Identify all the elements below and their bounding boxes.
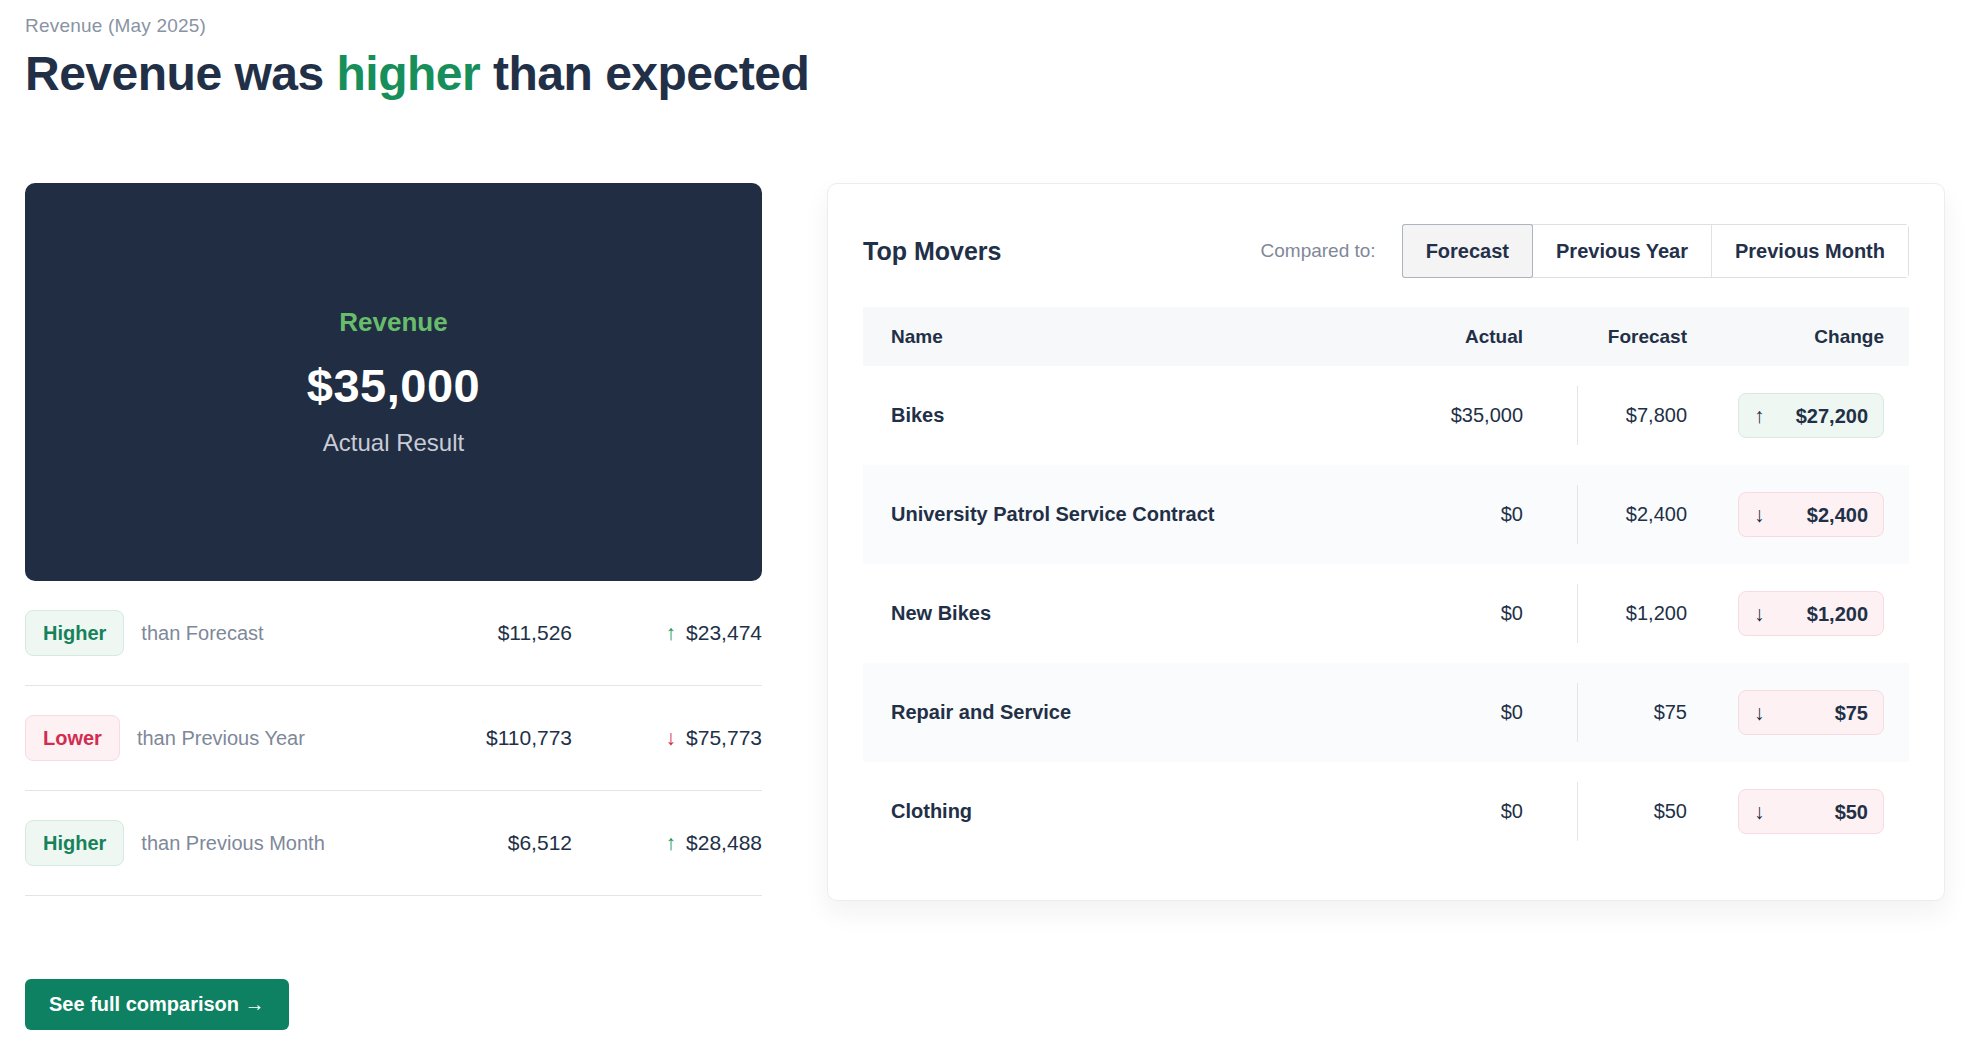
- table-body: Bikes $35,000 $7,800 ↑ $27,200 Universit…: [863, 366, 1909, 861]
- comparison-list: Higher than Forecast $11,526 ↑ $23,474 L…: [25, 581, 762, 896]
- change-arrow-icon: ↓: [1754, 702, 1765, 723]
- change-badge: ↓ $1,200: [1738, 591, 1884, 636]
- change-arrow-icon: ↓: [1754, 504, 1765, 525]
- compare-option-button[interactable]: Forecast: [1403, 225, 1532, 277]
- top-movers-title: Top Movers: [863, 237, 1261, 266]
- mover-change-cell: ↓ $75: [1687, 663, 1909, 762]
- delta-amount: $75,773: [686, 726, 762, 750]
- comparison-base-amount: $110,773: [486, 726, 572, 750]
- mover-forecast-value: $2,400: [1537, 465, 1687, 564]
- comparison-base-amount: $11,526: [498, 621, 572, 645]
- change-arrow-icon: ↓: [1754, 603, 1765, 624]
- mover-name: New Bikes: [863, 564, 1389, 663]
- change-amount: $1,200: [1807, 604, 1868, 624]
- delta-arrow-icon: ↓: [666, 726, 677, 750]
- comparison-base-amount: $6,512: [508, 831, 572, 855]
- title-post: than expected: [480, 47, 809, 100]
- table-row: Clothing $0 $50 ↓ $50: [863, 762, 1909, 861]
- table-row: Bikes $35,000 $7,800 ↑ $27,200: [863, 366, 1909, 465]
- comparison-row: Higher than Forecast $11,526 ↑ $23,474: [25, 581, 762, 686]
- actual-value: $35,000: [307, 358, 480, 413]
- comparison-delta: ↑ $28,488: [572, 831, 762, 855]
- change-badge: ↓ $75: [1738, 690, 1884, 735]
- mover-change-cell: ↓ $1,200: [1687, 564, 1909, 663]
- title-pre: Revenue was: [25, 47, 336, 100]
- change-amount: $75: [1835, 703, 1868, 723]
- mover-change-cell: ↓ $50: [1687, 762, 1909, 861]
- revenue-report-page: Revenue (May 2025) Revenue was higher th…: [0, 0, 1970, 1038]
- mover-actual-value: $0: [1389, 564, 1537, 663]
- direction-badge: Lower: [25, 715, 120, 761]
- mover-actual-value: $35,000: [1389, 366, 1537, 465]
- compared-to-label: Compared to:: [1261, 240, 1376, 262]
- content-area: Revenue $35,000 Actual Result Higher tha…: [25, 183, 1945, 1030]
- delta-arrow-icon: ↑: [666, 831, 677, 855]
- page-title: Revenue was higher than expected: [25, 46, 1945, 101]
- column-header-name: Name: [863, 307, 1389, 366]
- comparison-delta: ↓ $75,773: [572, 726, 762, 750]
- change-amount: $2,400: [1807, 505, 1868, 525]
- mover-change-cell: ↑ $27,200: [1687, 366, 1909, 465]
- compare-option-button[interactable]: Previous Year: [1532, 225, 1711, 277]
- table-row: New Bikes $0 $1,200 ↓ $1,200: [863, 564, 1909, 663]
- actual-result-caption: Actual Result: [323, 429, 464, 457]
- direction-badge: Higher: [25, 610, 124, 656]
- table-row: University Patrol Service Contract $0 $2…: [863, 465, 1909, 564]
- top-movers-card: Top Movers Compared to: ForecastPrevious…: [827, 183, 1945, 901]
- mover-actual-value: $0: [1389, 663, 1537, 762]
- comparison-label: than Previous Month: [141, 832, 507, 855]
- table-header-row: Name Actual Forecast Change: [863, 307, 1909, 366]
- mover-actual-value: $0: [1389, 465, 1537, 564]
- column-header-forecast: Forecast: [1537, 307, 1687, 366]
- table-row: Repair and Service $0 $75 ↓ $75: [863, 663, 1909, 762]
- mover-change-cell: ↓ $2,400: [1687, 465, 1909, 564]
- delta-amount: $28,488: [686, 831, 762, 855]
- metric-label: Revenue: [339, 307, 447, 338]
- comparison-label: than Forecast: [141, 622, 497, 645]
- change-amount: $50: [1835, 802, 1868, 822]
- direction-badge: Higher: [25, 820, 124, 866]
- see-full-comparison-button[interactable]: See full comparison →: [25, 979, 289, 1030]
- comparison-row: Lower than Previous Year $110,773 ↓ $75,…: [25, 686, 762, 791]
- mover-forecast-value: $75: [1537, 663, 1687, 762]
- change-arrow-icon: ↓: [1754, 801, 1765, 822]
- column-header-change: Change: [1687, 307, 1909, 366]
- mover-name: Clothing: [863, 762, 1389, 861]
- mover-name: Repair and Service: [863, 663, 1389, 762]
- change-badge: ↓ $50: [1738, 789, 1884, 834]
- mover-actual-value: $0: [1389, 762, 1537, 861]
- delta-arrow-icon: ↑: [666, 621, 677, 645]
- column-header-actual: Actual: [1389, 307, 1537, 366]
- mover-forecast-value: $50: [1537, 762, 1687, 861]
- compare-option-button[interactable]: Previous Month: [1711, 225, 1908, 277]
- delta-amount: $23,474: [686, 621, 762, 645]
- top-movers-header: Top Movers Compared to: ForecastPrevious…: [863, 224, 1909, 278]
- top-movers-table: Name Actual Forecast Change Bikes $35,00…: [863, 307, 1909, 861]
- change-badge: ↓ $2,400: [1738, 492, 1884, 537]
- actual-result-card: Revenue $35,000 Actual Result: [25, 183, 762, 581]
- compare-mode-toggle: ForecastPrevious YearPrevious Month: [1402, 224, 1909, 278]
- breadcrumb: Revenue (May 2025): [25, 15, 1945, 37]
- change-badge: ↑ $27,200: [1738, 393, 1884, 438]
- change-amount: $27,200: [1796, 406, 1868, 426]
- comparison-label: than Previous Year: [137, 727, 486, 750]
- comparison-delta: ↑ $23,474: [572, 621, 762, 645]
- revenue-summary-column: Revenue $35,000 Actual Result Higher tha…: [25, 183, 762, 1030]
- mover-name: University Patrol Service Contract: [863, 465, 1389, 564]
- change-arrow-icon: ↑: [1754, 405, 1765, 426]
- mover-name: Bikes: [863, 366, 1389, 465]
- mover-forecast-value: $7,800: [1537, 366, 1687, 465]
- title-highlight: higher: [336, 47, 480, 100]
- comparison-row: Higher than Previous Month $6,512 ↑ $28,…: [25, 791, 762, 896]
- mover-forecast-value: $1,200: [1537, 564, 1687, 663]
